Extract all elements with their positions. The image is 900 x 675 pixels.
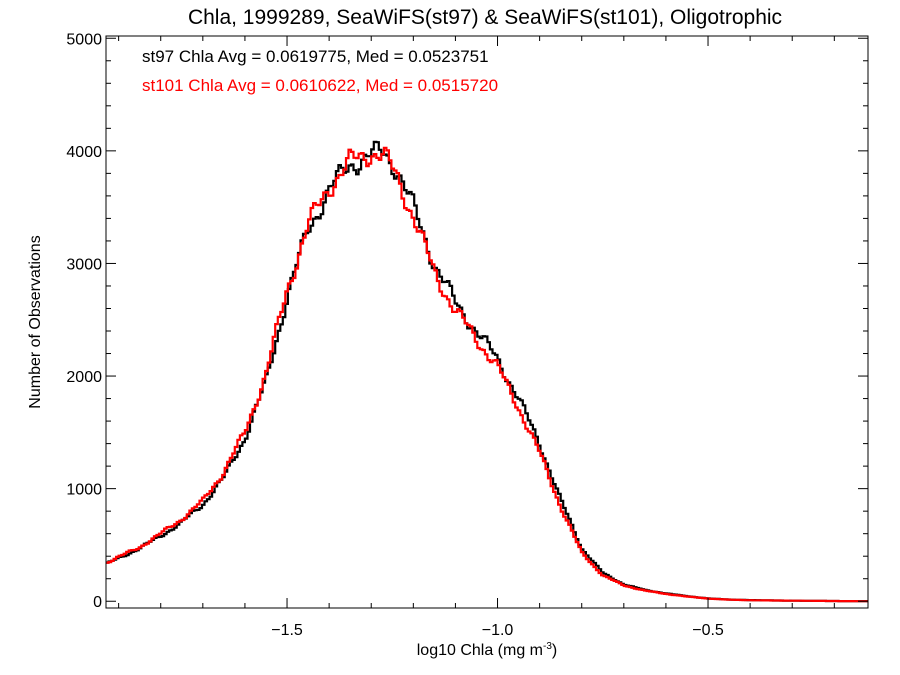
x-axis-label: log10 Chla (mg m-3) [417,641,558,659]
x-axis-label-superscript: -3 [543,641,552,652]
y-tick-label: 1000 [66,482,102,499]
x-axis: −1.5 −1.0 −0.5 [118,36,835,639]
x-axis-label-main: log10 Chla (mg m [417,642,543,659]
y-tick-label: 4000 [66,144,102,161]
y-axis: 0 1000 2000 3000 4000 5000 [66,31,868,611]
y-tick-label: 3000 [66,256,102,273]
plot-frame [105,35,869,609]
y-tick-label: 5000 [66,31,102,48]
x-axis-label-close: ) [552,642,557,659]
legend-annotations: st97 Chla Avg = 0.0619775, Med = 0.05237… [142,47,498,95]
y-axis-label: Number of Observations [27,235,44,408]
chart-title: Chla, 1999289, SeaWiFS(st97) & SeaWiFS(s… [188,6,782,29]
y-tick-label: 0 [93,594,102,611]
plot-area [106,140,868,603]
x-tick-label: −1.5 [271,622,303,639]
series-line-1 [106,140,868,603]
x-tick-label: −1.0 [482,622,514,639]
annotation-2: st101 Chla Avg = 0.0610622, Med = 0.0515… [142,76,498,95]
y-tick-label: 2000 [66,369,102,386]
x-tick-label: −0.5 [692,622,724,639]
annotation-1: st97 Chla Avg = 0.0619775, Med = 0.05237… [142,47,489,66]
series-line-2 [106,146,868,603]
